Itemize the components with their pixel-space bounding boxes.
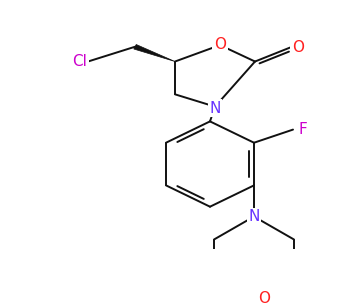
Text: N: N [248, 209, 260, 224]
Text: O: O [292, 40, 304, 55]
Text: Cl: Cl [73, 54, 88, 69]
Polygon shape [134, 45, 175, 62]
Text: F: F [299, 122, 307, 137]
Text: O: O [258, 291, 270, 303]
Text: N: N [209, 101, 221, 116]
Text: O: O [214, 37, 226, 52]
